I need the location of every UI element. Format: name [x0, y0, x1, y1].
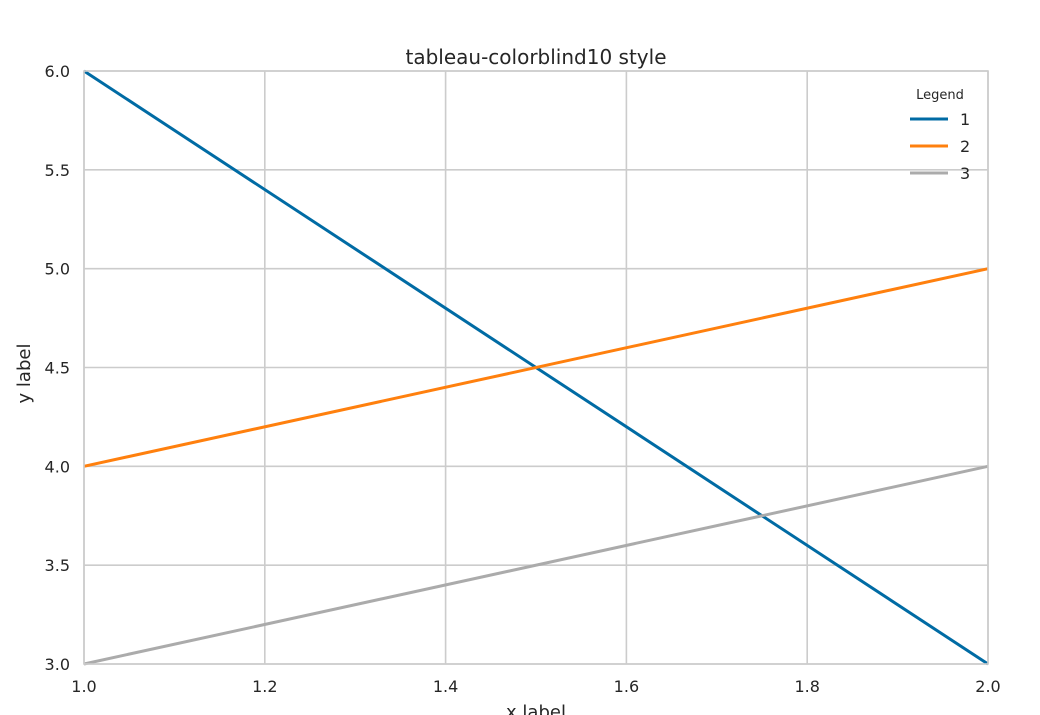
x-tick-label: 1.4 [433, 677, 458, 696]
legend-label-3: 3 [960, 164, 970, 183]
x-tick-label: 1.6 [614, 677, 639, 696]
plot-frame [83, 70, 989, 665]
y-tick-label: 3.5 [45, 556, 70, 575]
series-line-3 [83, 464, 989, 666]
y-tick-label: 4.0 [45, 457, 70, 476]
series-lines [83, 69, 989, 666]
y-tick-label: 5.5 [45, 161, 70, 180]
x-tick-label: 1.8 [794, 677, 819, 696]
y-tick-label: 4.5 [45, 359, 70, 378]
legend-label-2: 2 [960, 137, 970, 156]
x-tick-label: 2.0 [975, 677, 1000, 696]
x-tick-label: 1.2 [252, 677, 277, 696]
legend-label-1: 1 [960, 110, 970, 129]
legend-items: 1 2 3 [910, 110, 970, 183]
legend: Legend 1 2 3 [910, 88, 970, 183]
x-tick-label: 1.0 [71, 677, 96, 696]
chart-title: tableau-colorblind10 style [406, 45, 667, 69]
x-axis-label: x label [506, 702, 566, 715]
y-axis-label: y label [14, 344, 35, 404]
legend-title: Legend [916, 88, 964, 103]
y-tick-label: 5.0 [45, 260, 70, 279]
series-line-2 [83, 267, 989, 468]
tick-labels: 1.0 1.2 1.4 1.6 1.8 2.0 3.0 3.5 4.0 4.5 5.0 5.5 6.0 [45, 62, 1001, 696]
y-tick-label: 3.0 [45, 655, 70, 674]
y-tick-label: 6.0 [45, 62, 70, 81]
